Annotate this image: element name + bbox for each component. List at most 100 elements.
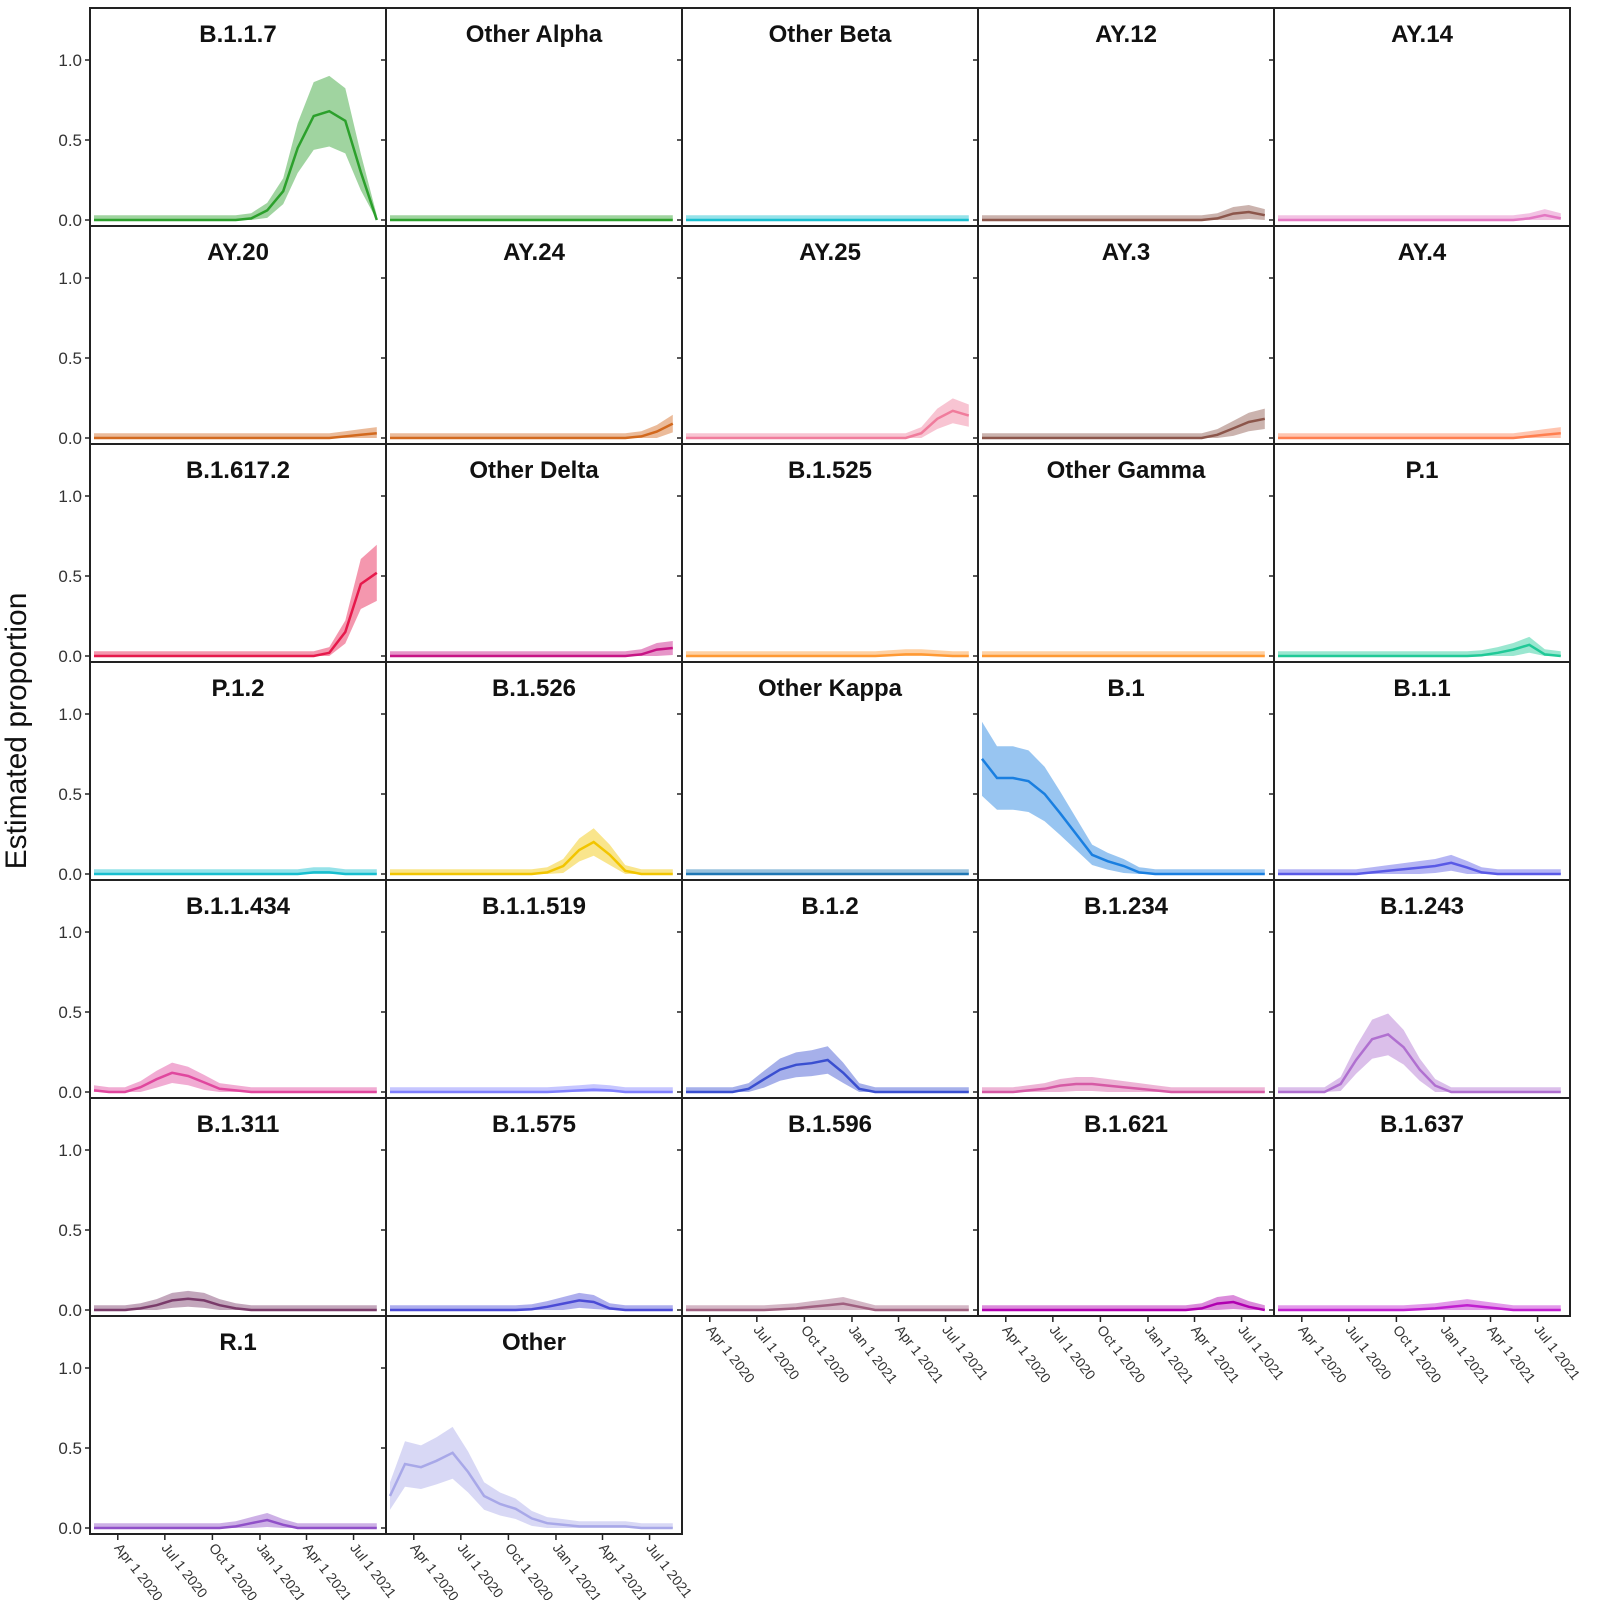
panel-frame-16: [385, 661, 683, 881]
panel-title: R.1: [219, 1329, 256, 1356]
x-tick-label: Jul 1 2021: [939, 1322, 992, 1383]
y-tick-label: 0.0: [58, 1301, 82, 1320]
panel-title: B.1.243: [1380, 893, 1464, 920]
ci-band-3: [982, 205, 1265, 220]
panel-title: B.1.1.519: [482, 893, 586, 920]
y-tick-label: 1.0: [58, 1141, 82, 1160]
panel-frame-14: [1273, 443, 1571, 663]
panel-title: B.1.526: [492, 675, 576, 702]
panel-title: Other Kappa: [758, 675, 903, 702]
y-tick-label: 0.5: [58, 131, 82, 150]
y-tick-label: 0.0: [58, 1519, 82, 1538]
y-tick-label: 1.0: [58, 1359, 82, 1378]
estimate-line-29: [1278, 1303, 1561, 1312]
panel-frame-3: [977, 7, 1275, 227]
x-tick-label: Oct 1 2020: [1390, 1322, 1445, 1386]
estimate-line-10: [94, 571, 378, 658]
estimate-line-11: [390, 646, 673, 658]
panel-frame-31: [385, 1315, 683, 1535]
panel-frame-24: [1273, 879, 1571, 1099]
panel-title: B.1.1.7: [199, 21, 276, 48]
x-tick-label: Oct 1 2020: [798, 1322, 853, 1386]
estimate-line-3: [982, 210, 1266, 222]
estimate-line-12: [686, 653, 969, 658]
x-tick-label: Apr 1 2020: [999, 1322, 1054, 1386]
estimate-line-9: [1278, 431, 1561, 440]
panel-frame-10: [89, 443, 387, 663]
ci-band-7: [686, 398, 969, 438]
y-tick-label: 0.0: [58, 865, 82, 884]
estimate-line-31: [388, 1451, 673, 1530]
panel-frame-18: [977, 661, 1275, 881]
estimate-line-16: [390, 840, 673, 876]
ci-band-9: [1278, 427, 1561, 438]
panel-title: B.1.1.434: [186, 893, 291, 920]
panel-title: Other Delta: [469, 457, 599, 484]
panel-title: AY.25: [799, 239, 861, 266]
estimate-line-20: [93, 1071, 377, 1094]
estimate-line-15: [94, 871, 377, 876]
panel-title: B.1.311: [197, 1111, 280, 1138]
ci-band-25: [94, 1290, 377, 1310]
ci-band-11: [390, 641, 673, 656]
estimate-line-21: [390, 1088, 673, 1094]
x-tick-label: Oct 1 2020: [206, 1540, 261, 1600]
x-tick-label: Jul 1 2021: [347, 1540, 400, 1600]
estimate-line-30: [94, 1518, 377, 1530]
y-tick-label: 1.0: [58, 923, 82, 942]
x-tick-label: Jul 1 2020: [454, 1540, 507, 1600]
ci-band-16: [390, 828, 673, 874]
panel-title: B.1.621: [1084, 1111, 1168, 1138]
panel-frame-5: [89, 225, 387, 445]
panel-frame-6: [385, 225, 683, 445]
panel-title: B.1: [1107, 675, 1144, 702]
ci-band-4: [1278, 209, 1561, 220]
estimate-line-25: [94, 1297, 377, 1312]
y-tick-label: 0.5: [58, 567, 82, 586]
estimate-line-19: [1278, 861, 1561, 876]
ci-band-19: [1278, 854, 1561, 874]
panel-frame-9: [1273, 225, 1571, 445]
panel-title: AY.24: [503, 239, 565, 266]
y-tick-label: 0.5: [58, 1439, 82, 1458]
panel-title: AY.3: [1102, 239, 1151, 266]
y-tick-label: 0.0: [58, 1083, 82, 1102]
ci-band-27: [686, 1297, 969, 1310]
estimate-line-18: [981, 758, 1265, 876]
panel-frame-7: [681, 225, 979, 445]
x-tick-label: Jul 1 2020: [1342, 1322, 1395, 1383]
panel-title: AY.20: [207, 239, 269, 266]
ci-band-28: [982, 1295, 1265, 1310]
y-tick-label: 1.0: [58, 705, 82, 724]
y-tick-label: 0.5: [58, 1003, 82, 1022]
estimate-line-0: [94, 109, 378, 222]
estimate-line-26: [390, 1299, 673, 1312]
y-tick-label: 0.5: [58, 349, 82, 368]
panel-frame-30: [89, 1315, 387, 1535]
panel-title: AY.14: [1391, 21, 1453, 48]
panel-frame-12: [681, 443, 979, 663]
panel-title: B.1.575: [492, 1111, 576, 1138]
y-tick-label: 1.0: [58, 487, 82, 506]
panel-frame-20: [89, 879, 387, 1099]
estimate-line-24: [1278, 1033, 1561, 1094]
estimate-line-23: [982, 1082, 1265, 1094]
y-tick-label: 0.0: [58, 429, 82, 448]
x-tick-label: Jul 1 2020: [750, 1322, 803, 1383]
panel-title: Other: [502, 1329, 566, 1356]
panel-frame-8: [977, 225, 1275, 445]
y-tick-label: 0.5: [58, 785, 82, 804]
estimate-line-4: [1278, 213, 1562, 222]
x-tick-label: Apr 1 2020: [703, 1322, 758, 1386]
y-tick-label: 0.0: [58, 647, 82, 666]
panel-title: B.1.617.2: [186, 457, 290, 484]
panel-frame-29: [1273, 1097, 1571, 1317]
estimate-line-28: [982, 1300, 1266, 1312]
estimate-line-22: [686, 1058, 969, 1094]
panel-title: B.1.1: [1393, 675, 1450, 702]
x-tick-label: Jul 1 2020: [158, 1540, 211, 1600]
x-tick-label: Jul 1 2020: [1046, 1322, 1099, 1383]
y-tick-label: 1.0: [58, 51, 82, 70]
estimate-line-7: [686, 409, 970, 440]
